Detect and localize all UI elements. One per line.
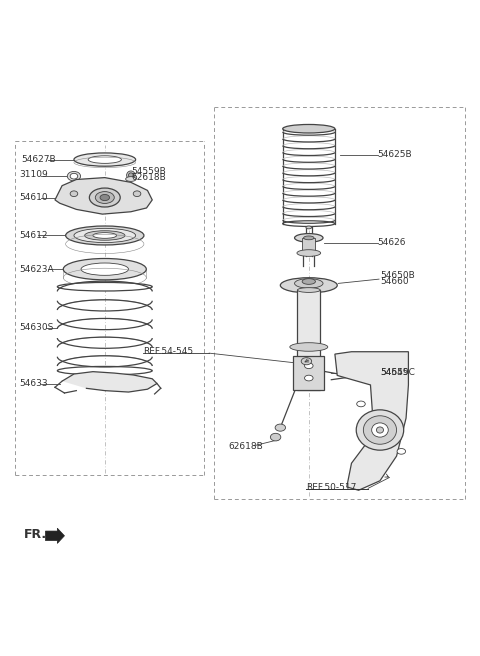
Ellipse shape xyxy=(74,228,136,243)
Ellipse shape xyxy=(81,263,129,276)
Text: 54630S: 54630S xyxy=(19,323,54,333)
Ellipse shape xyxy=(303,236,314,239)
Text: FR.: FR. xyxy=(24,528,47,541)
Ellipse shape xyxy=(57,283,152,291)
Ellipse shape xyxy=(74,153,136,166)
Polygon shape xyxy=(46,528,64,543)
Text: 54645: 54645 xyxy=(380,368,408,377)
Ellipse shape xyxy=(365,373,375,377)
Text: 54633: 54633 xyxy=(19,379,48,388)
Ellipse shape xyxy=(298,288,320,293)
Ellipse shape xyxy=(297,250,321,256)
Ellipse shape xyxy=(126,176,136,182)
Ellipse shape xyxy=(304,363,313,369)
Ellipse shape xyxy=(129,173,133,178)
Polygon shape xyxy=(335,352,408,490)
Ellipse shape xyxy=(283,125,335,133)
Ellipse shape xyxy=(275,424,286,431)
Ellipse shape xyxy=(350,374,360,379)
Text: 54660: 54660 xyxy=(380,277,408,287)
Text: 54627B: 54627B xyxy=(22,155,56,164)
Text: 54559B: 54559B xyxy=(131,167,166,176)
Ellipse shape xyxy=(63,258,146,280)
Text: 31109: 31109 xyxy=(19,171,48,179)
Text: REF.54-545: REF.54-545 xyxy=(143,347,193,356)
Ellipse shape xyxy=(280,277,337,293)
Bar xyxy=(293,356,324,390)
Ellipse shape xyxy=(66,226,144,245)
Text: 54625B: 54625B xyxy=(378,150,412,159)
Ellipse shape xyxy=(376,427,384,433)
Ellipse shape xyxy=(283,221,335,226)
Polygon shape xyxy=(62,372,157,392)
Text: 54650B: 54650B xyxy=(380,272,415,280)
Text: 54623A: 54623A xyxy=(19,264,54,274)
Ellipse shape xyxy=(304,375,313,381)
Ellipse shape xyxy=(372,423,388,437)
Ellipse shape xyxy=(93,233,117,238)
Text: 54610: 54610 xyxy=(19,193,48,202)
Bar xyxy=(298,290,320,390)
Ellipse shape xyxy=(88,155,121,163)
Ellipse shape xyxy=(127,171,135,180)
Ellipse shape xyxy=(306,226,312,229)
Ellipse shape xyxy=(70,191,78,197)
Polygon shape xyxy=(55,178,152,214)
Ellipse shape xyxy=(302,279,315,284)
Ellipse shape xyxy=(357,401,365,407)
Ellipse shape xyxy=(89,188,120,207)
Ellipse shape xyxy=(84,231,125,240)
Ellipse shape xyxy=(57,367,152,375)
Ellipse shape xyxy=(270,434,281,441)
Ellipse shape xyxy=(295,234,323,242)
Text: 54559C: 54559C xyxy=(380,368,415,377)
Ellipse shape xyxy=(290,342,328,351)
Bar xyxy=(302,238,315,252)
Ellipse shape xyxy=(363,416,396,444)
Text: 62618B: 62618B xyxy=(228,442,263,451)
Ellipse shape xyxy=(295,279,323,288)
Ellipse shape xyxy=(96,192,114,203)
Text: REF.50-517: REF.50-517 xyxy=(306,483,357,493)
Ellipse shape xyxy=(301,358,312,365)
Ellipse shape xyxy=(133,191,141,197)
Text: 54626: 54626 xyxy=(378,238,406,247)
Ellipse shape xyxy=(397,449,406,454)
Text: 62618B: 62618B xyxy=(131,173,166,182)
Ellipse shape xyxy=(67,171,81,181)
Ellipse shape xyxy=(100,194,109,201)
Text: 54612: 54612 xyxy=(19,231,48,240)
Ellipse shape xyxy=(70,173,78,179)
Ellipse shape xyxy=(356,410,404,450)
